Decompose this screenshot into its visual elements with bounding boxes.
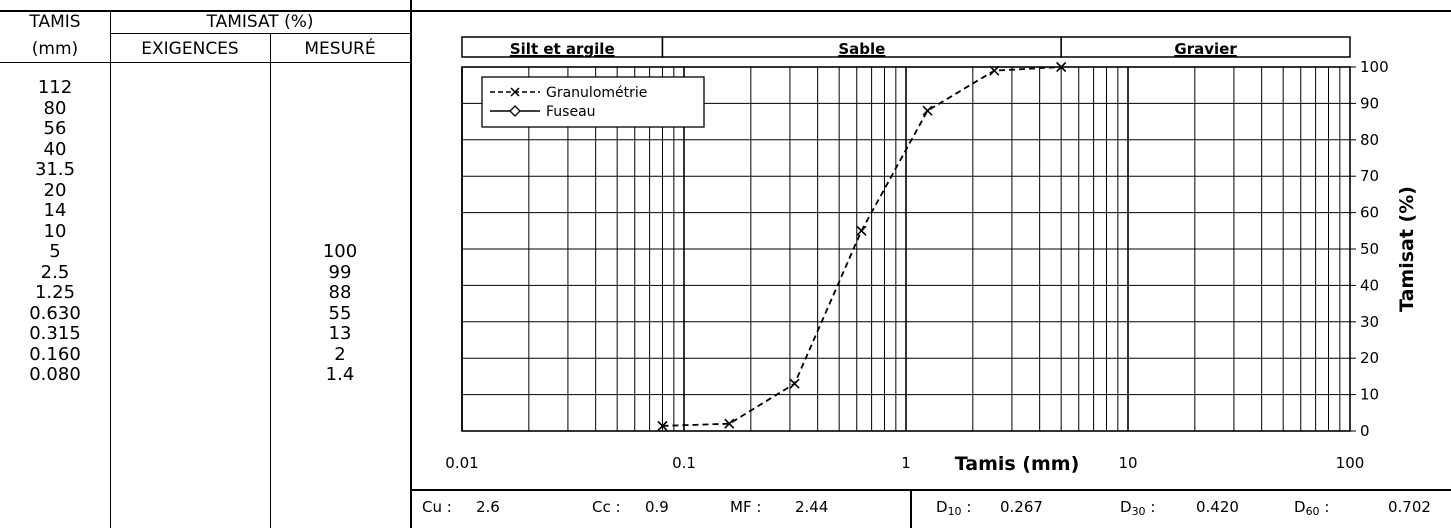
- tamis-cell: 56: [43, 118, 67, 139]
- granulometry-chart: Silt et argile Sable Gravier 0 10 20 30 40 50 60 7…: [412, 10, 1451, 475]
- tamis-cell: 14: [43, 200, 67, 221]
- mesure-cell: 88: [328, 282, 352, 303]
- x-tick-label: 10: [1118, 454, 1137, 472]
- exigences-header: EXIGENCES: [141, 39, 239, 59]
- mesure-cell: 55: [328, 302, 352, 324]
- legend-box: [481, 76, 705, 128]
- data-point-x-marker: [789, 378, 800, 389]
- x-tick-label: 100: [1336, 454, 1365, 472]
- tamis-cell: 0.080: [29, 364, 81, 385]
- mesure-cell: 99: [328, 261, 352, 283]
- d30-value: 0.420: [1196, 498, 1239, 516]
- tamis-cell: 31.5: [34, 159, 76, 180]
- data-point-x-marker: [989, 65, 1000, 76]
- legend-fuseau-label: Fuseau: [546, 104, 596, 120]
- data-point-x-marker: [724, 418, 735, 429]
- y-tick-label: 90: [1360, 94, 1379, 112]
- y-tick-label: 80: [1360, 131, 1379, 149]
- d10-label: D10 :: [936, 498, 972, 518]
- y-tick-label: 40: [1360, 276, 1379, 294]
- legend-granulometrie-label: Granulométrie: [546, 85, 647, 101]
- d60-label: D60 :: [1294, 498, 1330, 518]
- mesure-cell: 2: [334, 343, 346, 365]
- mf-label: MF :: [730, 498, 762, 516]
- series-granulometrie-line: [662, 66, 1062, 427]
- tamis-unit-header: (mm): [31, 39, 79, 59]
- d10-value: 0.267: [1000, 498, 1043, 516]
- d30-label: D30 :: [1120, 498, 1156, 518]
- y-tick-label: 10: [1360, 386, 1379, 404]
- data-point-x-marker: [856, 225, 867, 236]
- cu-label: Cu :: [422, 498, 452, 516]
- y-axis-label: Tamisat (%): [1396, 186, 1418, 312]
- y-tick-label: 50: [1360, 240, 1379, 258]
- zone-box: [1060, 36, 1351, 58]
- tamis-header: TAMIS: [29, 12, 81, 32]
- tamis-cell: 1.25: [34, 282, 76, 303]
- mesure-header: MESURÉ: [304, 39, 376, 59]
- mesure-cell: 100: [322, 241, 358, 262]
- cc-label: Cc :: [592, 498, 621, 516]
- tamisat-header: TAMISAT (%): [206, 12, 314, 32]
- legend-diamond-marker: [509, 105, 521, 117]
- tamis-cell: 0.630: [29, 302, 81, 324]
- tamis-cell: 80: [43, 97, 67, 119]
- legend-x-marker: [510, 87, 520, 97]
- x-tick-label: 0.01: [445, 454, 478, 472]
- tamis-cell: 40: [43, 138, 67, 160]
- y-tick-label: 30: [1360, 313, 1379, 331]
- data-point-x-marker: [657, 420, 668, 431]
- data-point-x-marker: [922, 105, 933, 116]
- zone-label: Silt et argile: [510, 40, 615, 58]
- mf-value: 2.44: [795, 498, 829, 516]
- tamis-cell: 5: [49, 241, 61, 262]
- cc-value: 0.9: [645, 498, 669, 516]
- tamis-cell: 2.5: [40, 261, 70, 283]
- y-tick-label: 20: [1360, 349, 1379, 367]
- data-point-x-marker: [1056, 61, 1067, 73]
- d60-value: 0.702: [1388, 498, 1431, 516]
- zone-label: Gravier: [1174, 40, 1237, 58]
- mesure-cell: 13: [328, 323, 352, 344]
- x-tick-label: 1: [901, 454, 911, 472]
- x-axis-label: Tamis (mm): [955, 453, 1080, 475]
- zone-label: Sable: [838, 40, 885, 58]
- tamis-cell: 0.315: [29, 323, 81, 344]
- x-tick-label: 0.1: [672, 454, 696, 472]
- tamis-cell: 0.160: [29, 343, 81, 365]
- y-tick-label: 0: [1360, 422, 1370, 440]
- tamis-cell: 20: [43, 179, 67, 201]
- y-tick-label: 100: [1360, 58, 1389, 76]
- y-tick-label: 70: [1360, 167, 1379, 185]
- y-tick-label: 60: [1360, 204, 1379, 222]
- tamis-cell: 10: [43, 220, 67, 242]
- cu-value: 2.6: [476, 498, 500, 516]
- mesure-cell: 1.4: [325, 364, 355, 385]
- tamis-cell: 112: [37, 77, 73, 98]
